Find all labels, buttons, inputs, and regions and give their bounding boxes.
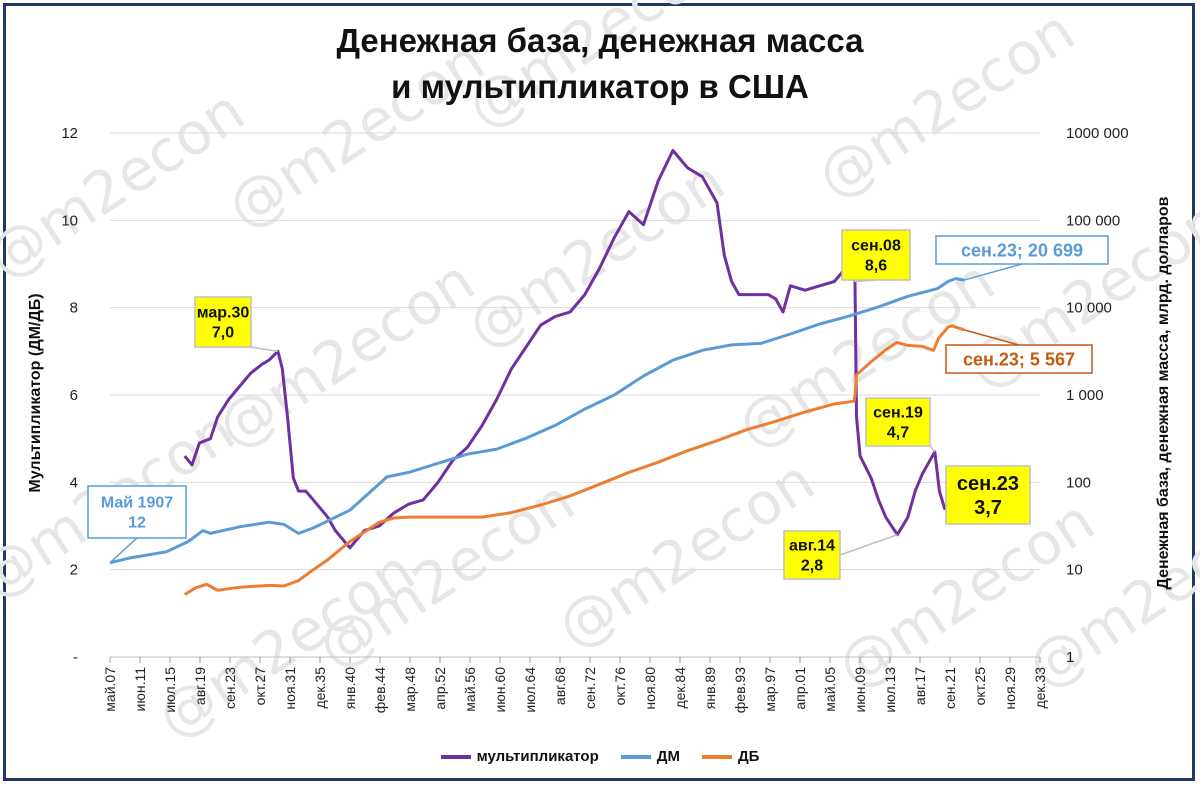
- x-tick-label: янв.40: [342, 667, 358, 709]
- x-tick-label: дек.35: [312, 667, 328, 709]
- right-tick-label: 100: [1066, 474, 1091, 491]
- x-tick-label: сен.21: [942, 667, 958, 709]
- callout-label: 8,6: [865, 258, 887, 275]
- x-tick-label: окт.76: [612, 667, 628, 706]
- x-tick-label: сен.23: [222, 667, 238, 709]
- x-tick-label: авг.68: [552, 667, 568, 705]
- callout-label: сен.23; 20 699: [961, 240, 1083, 260]
- x-tick-label: авг.19: [192, 667, 208, 705]
- right-tick-label: 1: [1066, 649, 1074, 666]
- x-tick-label: фев.44: [372, 667, 388, 713]
- right-tick-label: 1 000: [1066, 387, 1104, 404]
- legend-swatch-money-supply: [620, 754, 651, 759]
- right-tick-label: 1000 000: [1066, 125, 1129, 142]
- legend: мультипликатор ДМ ДБ: [0, 748, 1200, 765]
- callout-box: [87, 485, 187, 539]
- callout-box: [935, 235, 1109, 265]
- left-tick-label: 6: [70, 387, 78, 404]
- legend-item-money-supply: ДМ: [620, 748, 680, 765]
- callout-box: [194, 296, 252, 348]
- callout-label: 12: [128, 515, 146, 532]
- callout-leader: [109, 537, 138, 564]
- x-tick-label: апр.52: [432, 667, 448, 710]
- legend-item-multiplier: мультипликатор: [440, 748, 599, 765]
- x-tick-label: мар.48: [402, 667, 418, 712]
- legend-label-money-supply: ДМ: [656, 748, 680, 765]
- chart-title: Денежная база, денежная масса и мультипл…: [0, 18, 1200, 110]
- right-tick-label: 10 000: [1066, 300, 1112, 317]
- callout-label: сен.08: [851, 238, 901, 255]
- callout-leader: [963, 263, 1023, 281]
- left-tick-label: 8: [70, 300, 78, 317]
- left-tick-label: 10: [61, 212, 78, 229]
- x-tick-label: апр.01: [792, 667, 808, 710]
- series-line-monetary-base: [183, 324, 965, 596]
- x-tick-label: июн.11: [132, 667, 148, 712]
- x-tick-label: авг.17: [912, 667, 928, 705]
- x-tick-label: дек.84: [672, 667, 688, 709]
- legend-item-monetary-base: ДБ: [701, 748, 760, 765]
- callout-label: авг.14: [789, 538, 835, 555]
- x-tick-label: янв.89: [702, 667, 718, 709]
- legend-swatch-multiplier: [440, 754, 471, 759]
- series-line-money-supply: [109, 277, 965, 565]
- x-tick-label: июл.64: [522, 667, 538, 713]
- callout-label: Май 1907: [101, 495, 173, 512]
- x-tick-label: сен.72: [582, 667, 598, 709]
- legend-label-multiplier: мультипликатор: [476, 748, 599, 765]
- callout-label: сен.23; 5 567: [963, 349, 1075, 369]
- chart-title-line-1: Денежная база, денежная масса: [336, 22, 864, 59]
- x-tick-label: июн.60: [492, 667, 508, 713]
- x-tick-label: фев.93: [732, 667, 748, 713]
- callout-leader: [839, 534, 898, 556]
- series-line-multiplier: [183, 149, 965, 550]
- x-tick-label: май.05: [822, 667, 838, 712]
- x-tick-label: ноя.80: [642, 667, 658, 710]
- callout-label: сен.23: [957, 473, 1019, 495]
- x-tick-label: окт.25: [972, 667, 988, 706]
- callout-label: 2,8: [801, 558, 823, 575]
- callout-label: 4,7: [887, 425, 909, 442]
- x-tick-label: дек.33: [1032, 667, 1048, 709]
- callout-box: [841, 229, 911, 281]
- left-tick-label: 12: [61, 125, 78, 142]
- left-tick-label: 2: [70, 562, 78, 579]
- callout-leader: [250, 346, 279, 353]
- x-tick-label: июл.15: [162, 667, 178, 713]
- left-tick-label: -: [73, 649, 78, 666]
- x-tick-label: май.56: [462, 667, 478, 712]
- callout-label: 7,0: [212, 325, 234, 342]
- x-tick-label: ноя.31: [282, 667, 298, 710]
- callout-label: 3,7: [974, 497, 1002, 519]
- callout-box: [865, 397, 931, 447]
- callout-box: [945, 344, 1093, 374]
- callout-label: сен.19: [873, 405, 923, 422]
- legend-label-monetary-base: ДБ: [737, 748, 760, 765]
- right-tick-label: 10: [1066, 562, 1083, 579]
- legend-swatch-monetary-base: [701, 754, 732, 759]
- callout-label: мар.30: [197, 305, 250, 322]
- right-tick-label: 100 000: [1066, 212, 1120, 229]
- callout-box: [945, 465, 1031, 525]
- callout-leader: [929, 445, 936, 453]
- x-tick-label: июн.09: [852, 667, 868, 713]
- x-tick-label: окт.27: [252, 667, 268, 706]
- x-tick-label: мар.97: [762, 667, 778, 712]
- x-tick-label: июл.13: [882, 667, 898, 713]
- x-tick-label: ноя.29: [1002, 667, 1018, 710]
- chart-title-line-2: и мультипликатор в США: [391, 68, 809, 105]
- left-tick-label: 4: [70, 474, 78, 491]
- x-tick-label: май.07: [102, 667, 118, 712]
- callout-leader: [963, 329, 1020, 346]
- callout-box: [783, 530, 841, 580]
